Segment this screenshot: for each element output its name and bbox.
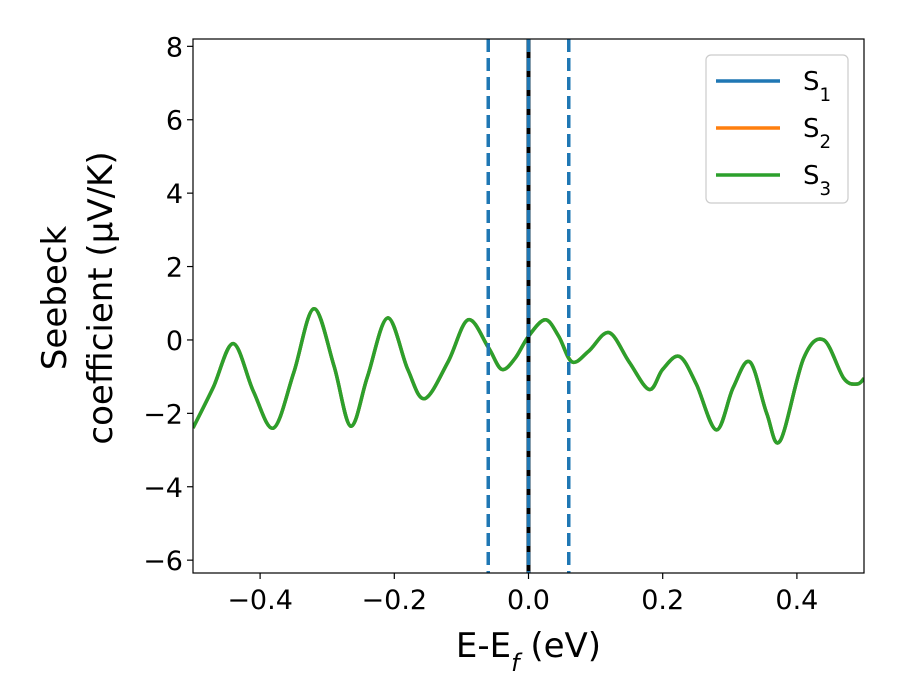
y-tick-label: −6 — [143, 546, 183, 577]
y-axis-label-line2: coefficient (μV/K) — [81, 151, 121, 444]
x-tick-label: −0.2 — [362, 585, 428, 616]
series-line-3 — [193, 307, 864, 445]
plot-area — [193, 39, 864, 573]
y-tick-label: 4 — [166, 179, 183, 210]
x-tick-label: −0.4 — [227, 585, 293, 616]
x-axis-ticks: −0.4 −0.2 0.0 0.2 0.4 — [227, 573, 818, 616]
x-tick-label: 0.0 — [507, 585, 550, 616]
y-tick-label: 6 — [166, 106, 183, 137]
y-tick-label: 8 — [166, 32, 183, 63]
y-tick-label: −4 — [143, 473, 183, 504]
y-tick-label: 0 — [166, 326, 183, 357]
y-tick-label: 2 — [166, 253, 183, 284]
x-axis-label: E-Ef (eV) — [456, 626, 601, 677]
x-tick-label: 0.4 — [775, 585, 818, 616]
y-axis-label-line1: Seebeck — [35, 226, 75, 371]
y-axis-label: Seebeck coefficient (μV/K) — [35, 151, 121, 444]
x-tick-label: 0.2 — [641, 585, 684, 616]
y-tick-label: −2 — [143, 399, 183, 430]
y-axis-ticks: −6 −4 −2 0 2 4 6 8 — [143, 32, 193, 577]
